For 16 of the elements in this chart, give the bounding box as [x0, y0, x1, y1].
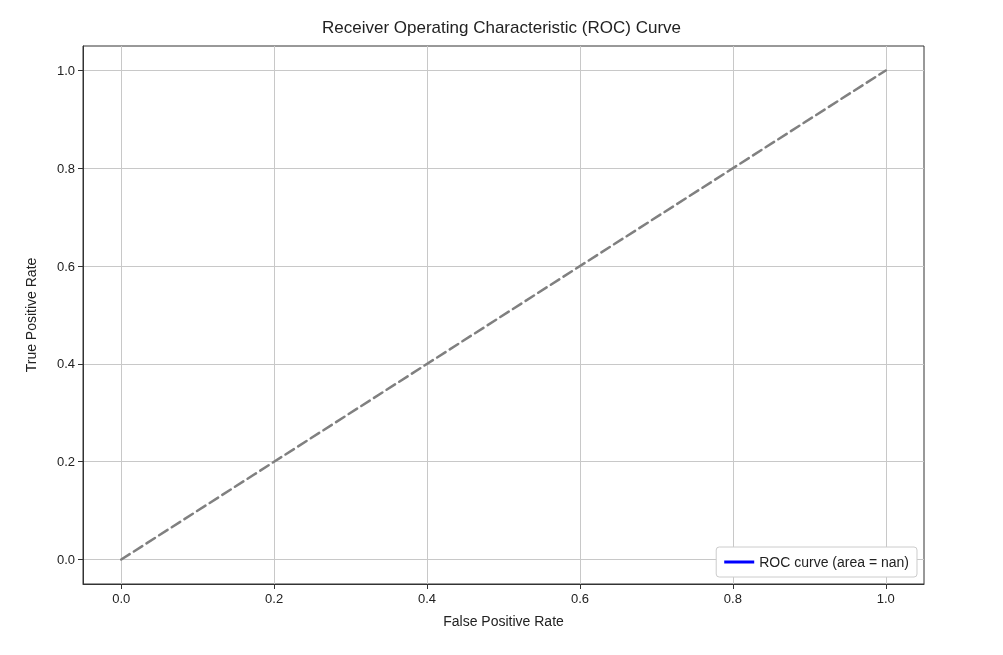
x-tick-label: 0.6 [570, 591, 589, 606]
x-tick-label: 0.2 [265, 591, 284, 606]
x-axis-title: False Positive Rate [443, 613, 565, 629]
x-tick-label: 1.0 [876, 591, 895, 606]
x-tick-label: 0.0 [112, 591, 131, 606]
x-tick-label: 0.4 [418, 591, 437, 606]
y-tick-label: 0.2 [56, 454, 75, 470]
y-tick-label: 0.0 [56, 552, 75, 568]
legend-label: ROC curve (area = nan) [759, 554, 910, 570]
y-tick-label: 0.8 [56, 160, 75, 176]
y-tick-label: 1.0 [56, 62, 75, 78]
x-tick-label: 0.8 [723, 591, 742, 606]
y-tick-label: 0.4 [56, 356, 75, 372]
y-axis-title: True Positive Rate [23, 257, 39, 373]
y-tick-label: 0.6 [56, 258, 75, 274]
chart-title: Receiver Operating Characteristic (ROC) Curve [322, 18, 681, 37]
